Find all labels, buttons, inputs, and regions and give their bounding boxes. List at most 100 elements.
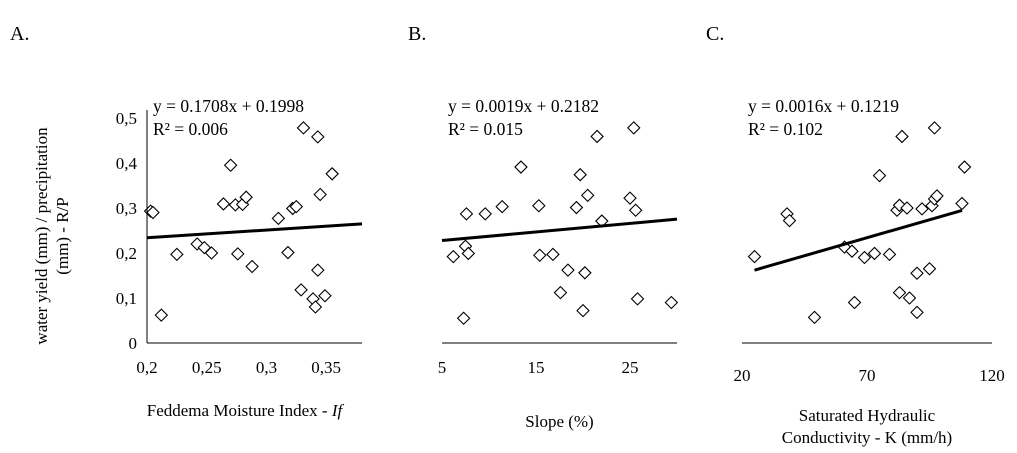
data-point <box>747 249 762 264</box>
trend-line <box>754 208 963 272</box>
data-point <box>289 199 304 214</box>
data-point <box>664 295 679 310</box>
panel-c: C. 20 70 120 Saturated Hydraulic Conductivity… <box>706 23 1005 447</box>
panel-label: C. <box>706 23 724 45</box>
y-tick-label: 0 <box>129 334 138 353</box>
data-point <box>294 283 308 297</box>
data-point <box>955 196 969 211</box>
x-tick-label: 0,35 <box>311 358 341 377</box>
data-point <box>296 121 311 135</box>
data-point <box>573 167 587 182</box>
data-point <box>957 160 972 174</box>
y-axis-title-line-1: water yield (mm) / precipitation <box>32 127 51 345</box>
y-tick-label: 0,4 <box>116 154 138 173</box>
data-point <box>847 295 862 310</box>
data-point <box>902 291 917 305</box>
y-tick-label: 0,5 <box>116 109 137 128</box>
data-point <box>569 200 584 215</box>
data-point <box>580 188 595 203</box>
y-axis-title: water yield (mm) / precipitation (mm) - R… <box>32 127 72 345</box>
x-tick-label: 0,2 <box>136 358 157 377</box>
y-tick-label: 0,2 <box>116 244 137 263</box>
data-point <box>857 250 872 265</box>
data-point <box>223 158 238 173</box>
x-tick-label: 20 <box>734 366 751 385</box>
data-point <box>807 310 822 325</box>
data-point <box>626 121 641 135</box>
trend-equation: y = 0.1708x + 0.1998 <box>153 96 304 116</box>
data-point <box>271 211 286 226</box>
r-squared: R² = 0.006 <box>153 119 228 139</box>
data-point <box>578 266 592 280</box>
data-point <box>311 263 325 277</box>
data-point <box>532 198 546 213</box>
y-tick-label: 0,3 <box>116 199 137 218</box>
data-point <box>170 247 184 262</box>
x-tick-label: 0,25 <box>192 358 222 377</box>
data-point <box>845 244 859 258</box>
data-point <box>782 213 797 228</box>
r-squared: R² = 0.015 <box>448 119 523 139</box>
data-point <box>313 187 327 202</box>
data-point <box>230 247 245 261</box>
x-tick-label: 0,3 <box>256 358 277 377</box>
data-point <box>461 246 476 261</box>
y-axis-title-line-2: (mm) - R/P <box>53 197 72 274</box>
data-point <box>630 292 645 306</box>
data-point <box>882 247 897 262</box>
data-point <box>245 259 259 274</box>
data-point <box>239 190 253 204</box>
data-point <box>546 247 560 262</box>
x-tick-label: 25 <box>622 358 639 377</box>
x-tick-label: 15 <box>528 358 545 377</box>
y-tick-label: 0,1 <box>116 289 137 308</box>
panel-a: A. 0 0,1 0,2 0,3 0,4 0,5 0,2 0,25 0,3 0,35 Feddema … <box>10 23 363 420</box>
panel-label: A. <box>10 23 29 45</box>
data-point <box>872 168 887 183</box>
data-point <box>915 202 929 216</box>
trend-line <box>441 217 678 243</box>
data-point <box>623 191 637 205</box>
trend-line <box>146 222 363 240</box>
data-point <box>146 205 160 220</box>
data-point <box>561 263 575 277</box>
panel-b: B. 5 15 25 Slope (%) y = 0.0019x + 0.2182 R² =… <box>408 23 679 431</box>
data-point <box>927 121 942 135</box>
x-axis-title: Saturated Hydraulic <box>799 406 936 425</box>
data-point <box>532 248 547 263</box>
data-point <box>281 245 295 260</box>
r-squared: R² = 0.102 <box>748 119 823 139</box>
data-point <box>930 189 944 203</box>
data-point <box>910 305 924 320</box>
data-point <box>590 129 604 144</box>
data-point <box>308 300 323 314</box>
x-tick-label: 5 <box>438 358 447 377</box>
data-point <box>900 201 914 215</box>
data-point <box>325 167 339 181</box>
data-point <box>867 246 882 261</box>
data-point <box>459 207 474 221</box>
data-point <box>922 261 937 276</box>
data-point <box>495 199 509 214</box>
panel-label: B. <box>408 23 426 45</box>
data-point <box>892 285 907 300</box>
data-point <box>318 288 332 303</box>
data-point <box>553 285 568 300</box>
data-point <box>311 130 325 144</box>
data-point <box>204 246 219 260</box>
data-point <box>576 303 590 318</box>
data-point <box>216 197 231 211</box>
data-point <box>910 266 924 281</box>
data-point <box>456 311 471 326</box>
data-point <box>628 203 643 218</box>
trend-equation: y = 0.0016x + 0.1219 <box>748 96 899 116</box>
trend-equation: y = 0.0019x + 0.2182 <box>448 96 599 116</box>
x-axis-title: Conductivity - K (mm/h) <box>782 428 952 447</box>
data-point <box>154 308 169 322</box>
data-point <box>895 129 909 144</box>
x-tick-label: 70 <box>859 366 876 385</box>
data-point <box>478 207 493 221</box>
data-point <box>514 160 528 174</box>
x-tick-label: 120 <box>979 366 1005 385</box>
